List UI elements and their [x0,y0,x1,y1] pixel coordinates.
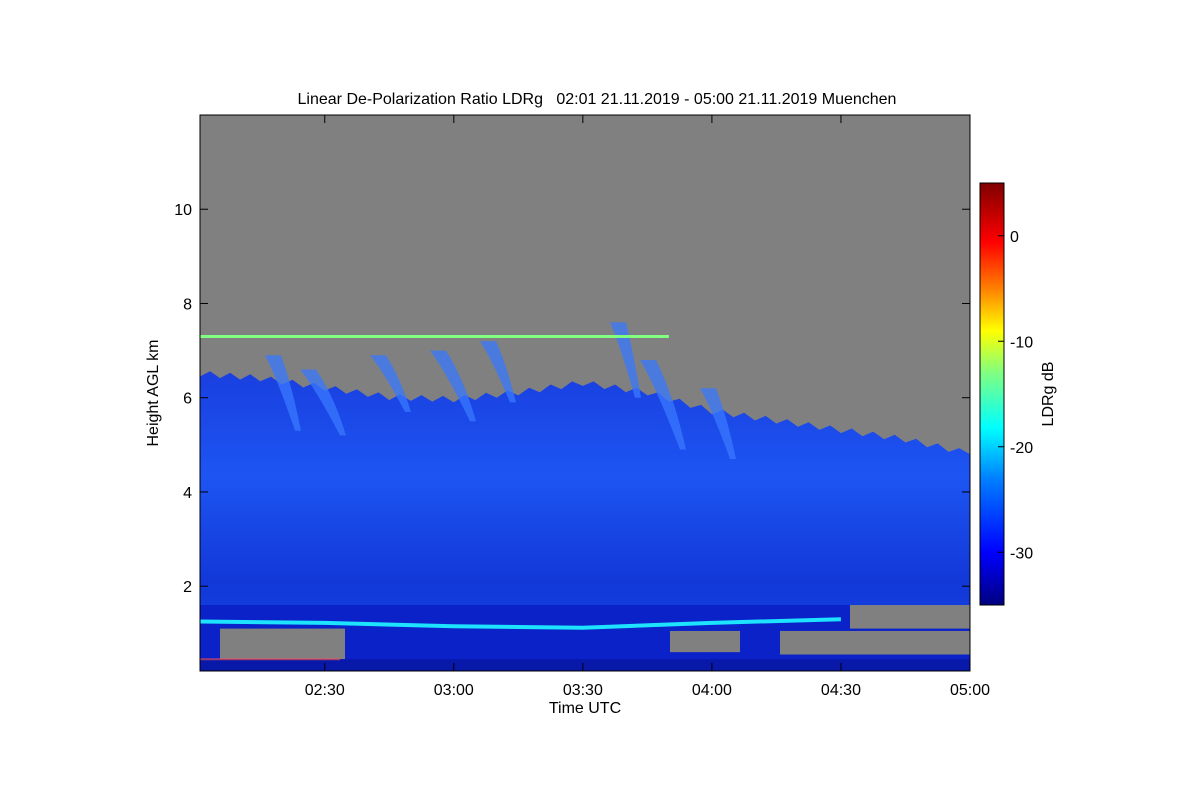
clear-gap [850,605,970,629]
clear-gap [670,630,740,653]
fallstreak [700,388,736,459]
y-tick-label: 2 [183,579,192,596]
x-tick-label: 05:00 [950,682,990,699]
y-tick-label: 8 [183,296,192,313]
fallstreak [480,341,516,403]
fallstreak [300,369,346,436]
clear-gap [220,628,345,660]
x-tick-label: 03:00 [434,682,474,699]
colorbar-tick-label: -20 [1010,440,1033,457]
fallstreak [430,350,476,422]
fallstreak [265,355,301,431]
cloud-region [200,371,970,671]
colorbar-tick-label: 0 [1010,229,1019,246]
y-axis-ticks: 2 4 6 8 10 [174,202,970,596]
y-tick-label: 6 [183,391,192,408]
fallstreak [370,355,411,412]
x-tick-label: 03:30 [563,682,603,699]
fallstreak [610,322,641,398]
colorbar-ticks: 0 -10 -20 -30 [998,229,1033,562]
colorbar [979,182,1005,606]
x-tick-label: 04:30 [821,682,861,699]
colorbar-tick-label: -30 [1010,545,1033,562]
x-axis-ticks: 02:30 03:00 03:30 04:00 04:30 05:00 [305,115,990,699]
chart-title: Linear De-Polarization Ratio LDRg 02:01 … [298,91,897,108]
colorbar-tick-label: -10 [1010,334,1033,351]
low-level-layer [200,605,970,671]
y-tick-label: 10 [174,202,192,219]
plot-area [200,115,970,671]
x-tick-label: 04:00 [692,682,732,699]
y-tick-label: 4 [183,485,192,502]
y-axis-label: Height AGL km [145,339,162,446]
near-ground-layer [200,659,970,671]
plot-frame [199,114,971,672]
x-axis-label: Time UTC [549,700,621,717]
fallstreaks [265,322,736,459]
fallstreak [640,360,686,450]
colorbar-label: LDRg dB [1040,362,1057,427]
x-tick-label: 02:30 [305,682,345,699]
melting-layer-line [200,617,841,630]
clear-gap [780,630,970,655]
